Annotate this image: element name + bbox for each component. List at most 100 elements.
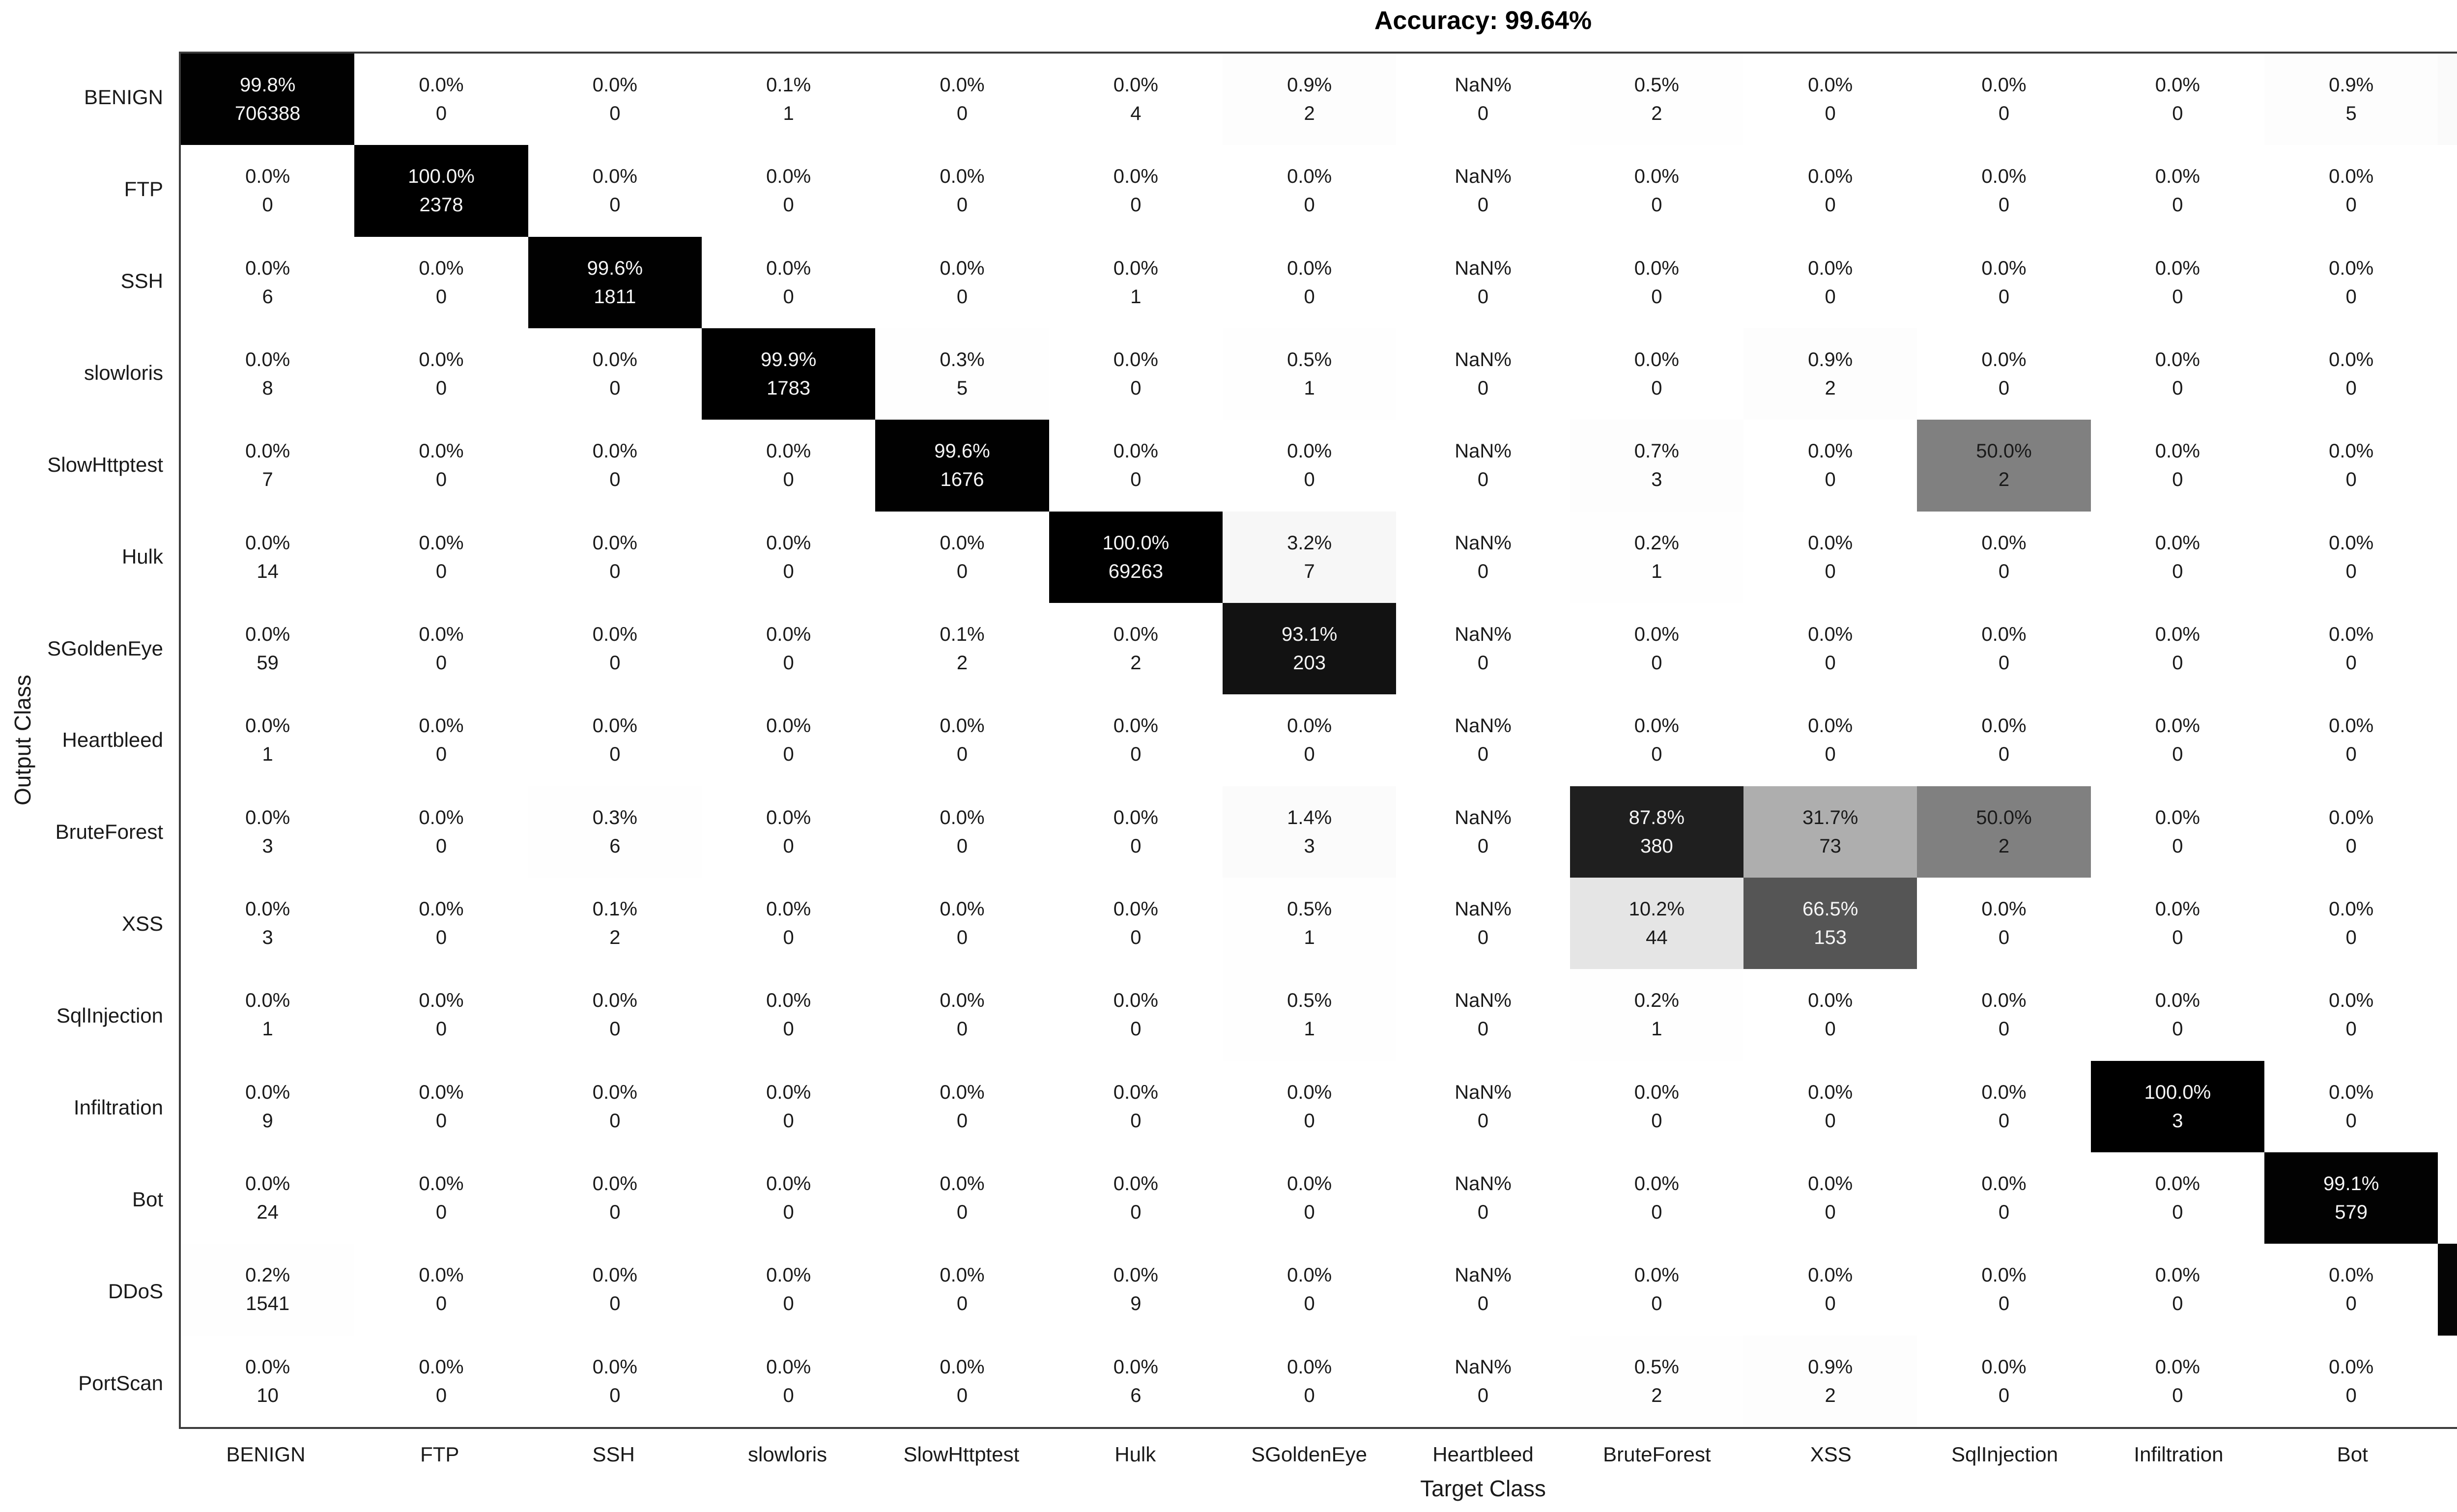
matrix-cell: 50.0% 2 [1917,786,2091,878]
cell-percent: 0.0% [1981,1356,2027,1378]
cell-count: 3 [1651,469,1662,491]
matrix-cell: 0.0%0 [1223,236,1397,328]
matrix-cell: 0.0%0 [1223,1335,1397,1427]
cell-percent: 0.0% [1981,990,2027,1012]
cell-count: 0 [783,927,794,949]
matrix-cell: 0.9% 2 [1223,54,1397,145]
cell-percent: 87.8% [1628,806,1685,828]
matrix-cell: 0.1% 2 [528,877,702,970]
cell-percent: 0.9% [1808,1356,1853,1378]
matrix-cell: 0.0%0 [2090,1244,2264,1336]
row-label: FTP [124,177,163,201]
col-label: Hulk [1114,1443,1156,1466]
matrix-cell: 0.0%0 [2438,1152,2457,1244]
matrix-cell: 0.0% 59 [181,602,355,695]
row-label: SGoldenEye [47,636,163,660]
cell-count: 0 [1130,743,1142,766]
matrix-cell: 0.0%0 [1917,1060,2091,1152]
cell-percent: 0.0% [419,806,464,828]
cell-percent: 0.0% [766,440,811,462]
matrix-cell: 0.0%0 [2438,145,2457,237]
cell-percent: 0.0% [940,166,985,188]
cell-percent: 0.0% [2329,440,2374,462]
matrix-cell: 0.0%0 [354,236,528,328]
cell-count: 0 [435,1201,447,1224]
matrix-cell: NaN% 0 [1396,1060,1570,1152]
matrix-cell: 0.0%0 [1049,1152,1223,1244]
cell-percent: 0.5% [1287,990,1332,1012]
cell-percent: 0.5% [1634,1356,1679,1378]
cell-count: 2 [1998,469,2010,491]
matrix-cell: 87.8% 380 [1570,786,1743,878]
cell-count: 0 [2172,194,2183,216]
cell-percent: 99.8% [239,74,296,96]
cell-percent: 0.0% [1113,898,1158,920]
matrix-cell: 0.0%0 [1917,328,2091,420]
cell-count: 0 [435,835,447,857]
matrix-cell: 0.0%0 [2264,1335,2438,1427]
matrix-cell: 0.0%0 [1743,1152,1917,1244]
matrix-cell: 0.0%0 [2438,877,2457,970]
cell-percent: 0.0% [592,440,637,462]
matrix-cell: 0.0%0 [875,1060,1049,1152]
cell-percent: 0.0% [419,990,464,1012]
cell-count: 0 [783,1384,794,1406]
cell-percent: 0.0% [2329,898,2374,920]
matrix-cell: 0.0%0 [1917,1152,2091,1244]
matrix-cell: 0.0% 6 [181,236,355,328]
matrix-cell: 0.0%0 [528,602,702,695]
cell-count: 0 [1825,103,1836,125]
cell-count: 0 [956,743,968,766]
matrix-cell: 0.0%0 [2438,328,2457,420]
cell-percent: 0.0% [1113,166,1158,188]
matrix-cell: 0.0%0 [1049,420,1223,512]
cell-count: 0 [1304,194,1315,216]
cell-percent: 0.0% [1981,257,2027,279]
matrix-cell: NaN% 0 [1396,969,1570,1061]
matrix-cell: 0.5% 2 [1570,1335,1743,1427]
cell-count: 0 [1477,1110,1489,1132]
matrix-cell: 0.0%0 [1223,694,1397,786]
cell-count: 0 [1477,1293,1489,1315]
matrix-cell: 99.6% 1811 [528,236,702,328]
cell-count: 1676 [940,469,984,491]
cell-count: 0 [1825,743,1836,766]
cell-count: 0 [956,103,968,125]
matrix-cell: 0.5% 1 [1223,877,1397,970]
matrix-cell: 0.0%0 [875,236,1049,328]
cell-count: 0 [783,835,794,857]
cell-count: 0 [435,285,447,308]
cell-percent: 0.0% [766,990,811,1012]
cell-count: 14 [257,560,279,582]
cell-percent: 0.0% [766,624,811,646]
cell-count: 0 [2172,743,2183,766]
cell-count: 0 [1304,1110,1315,1132]
cell-percent: 0.0% [940,715,985,737]
cell-count: 0 [1304,1201,1315,1224]
matrix-cell: 0.0%0 [1223,420,1397,512]
matrix-cell: 0.0%0 [2090,602,2264,695]
cell-count: 0 [1130,927,1142,949]
cell-percent: 0.0% [592,1173,637,1195]
cell-percent: 0.0% [419,1081,464,1103]
matrix-cell: 0.0% 0 [875,694,1049,786]
cell-count: 8 [262,377,273,399]
matrix-cell: NaN% 0 [1396,236,1570,328]
matrix-cell: 0.0%0 [1917,145,2091,237]
cell-percent: 0.0% [1113,1356,1158,1378]
matrix-cell: 99.8% 706388 [181,54,355,145]
row-label: Heartbleed [62,728,163,752]
cell-count: 0 [1998,377,2010,399]
cell-percent: 0.0% [1113,624,1158,646]
cell-count: 0 [2345,194,2357,216]
matrix-cell: 0.0% 1 [1049,236,1223,328]
cell-count: 0 [2172,1384,2183,1406]
matrix-cell: 100.0% 3 [2090,1060,2264,1152]
cell-count: 0 [2345,560,2357,582]
cell-percent: 0.0% [1113,74,1158,96]
matrix-cell: 0.0%0 [2090,328,2264,420]
cell-percent: 0.0% [245,715,290,737]
cell-percent: 0.1% [592,898,637,920]
cell-count: 0 [609,1018,621,1040]
matrix-cell: 100.0% 69263 [1049,511,1223,603]
